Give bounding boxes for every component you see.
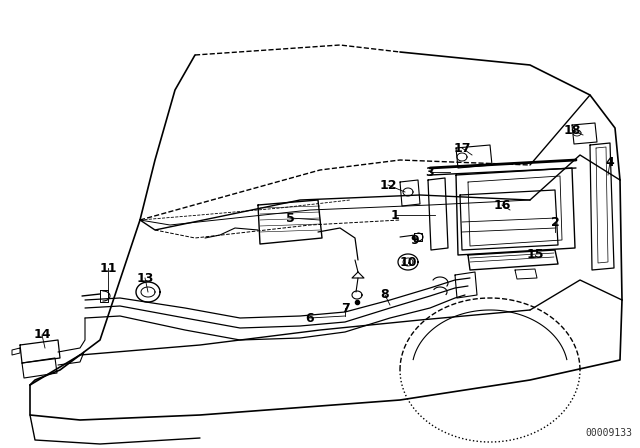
- Text: 5: 5: [285, 211, 294, 224]
- Text: 17: 17: [453, 142, 471, 155]
- Text: 4: 4: [605, 155, 614, 168]
- Text: 15: 15: [526, 249, 544, 262]
- Text: 10: 10: [399, 257, 417, 270]
- Text: 14: 14: [33, 328, 51, 341]
- Text: 16: 16: [493, 198, 511, 211]
- Text: 6: 6: [306, 311, 314, 324]
- Text: 00009133: 00009133: [585, 428, 632, 438]
- Text: 1: 1: [390, 208, 399, 221]
- Text: 2: 2: [550, 215, 559, 228]
- Text: 18: 18: [563, 124, 580, 137]
- Text: 9: 9: [411, 233, 419, 246]
- Text: 13: 13: [136, 271, 154, 284]
- Text: 12: 12: [380, 178, 397, 191]
- Text: 3: 3: [426, 165, 435, 178]
- Text: 8: 8: [381, 289, 389, 302]
- Text: 7: 7: [340, 302, 349, 314]
- Text: 11: 11: [99, 262, 116, 275]
